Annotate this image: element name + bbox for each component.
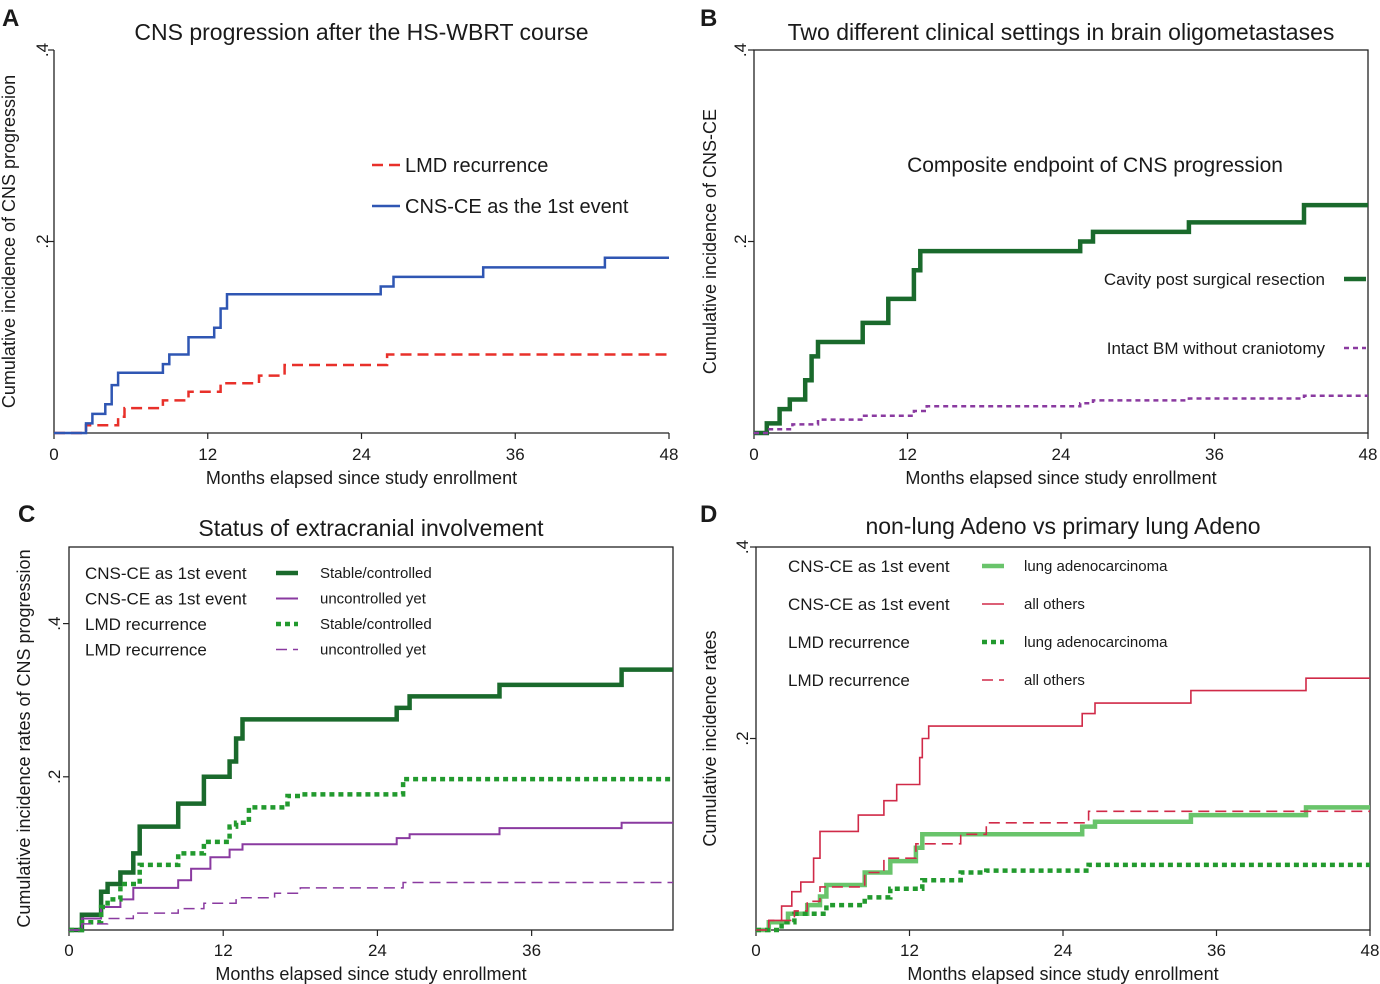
y-tick-label: .4: [733, 540, 752, 554]
y-tick-label: .2: [733, 731, 752, 745]
x-tick-label: 12: [198, 445, 217, 464]
x-tick-label: 24: [368, 941, 387, 960]
legend-label: CNS-CE as the 1st event: [405, 196, 629, 218]
x-tick-label: 24: [352, 445, 371, 464]
y-tick-label: .4: [45, 617, 64, 631]
legend-label: LMD recurrence: [405, 155, 548, 177]
y-axis-label: Cumulative incidence of CNS-CE: [700, 109, 720, 374]
x-tick-label: 24: [1052, 445, 1071, 464]
series-line: [69, 881, 673, 931]
series-line: [754, 202, 1368, 436]
series-line: [54, 353, 669, 435]
series-line: [54, 256, 669, 435]
panel-label: A: [2, 5, 19, 32]
x-tick-label: 36: [1207, 941, 1226, 960]
x-tick-label: 48: [1361, 941, 1380, 960]
x-tick-label: 0: [751, 941, 760, 960]
x-axis-label: Months elapsed since study enrollment: [905, 468, 1216, 488]
x-tick-label: 48: [1359, 445, 1378, 464]
y-tick-label: .4: [731, 43, 750, 57]
legend-label: Intact BM without craniotomy: [1107, 339, 1326, 358]
chart-title: non-lung Adeno vs primary lung Adeno: [865, 513, 1260, 539]
legend-label: CNS-CE as 1st event: [788, 557, 950, 576]
series-line: [754, 394, 1368, 435]
x-tick-label: 0: [49, 445, 58, 464]
x-tick-label: 0: [749, 445, 758, 464]
y-axis-label: Cumulative incidence rates of CNS progre…: [14, 549, 34, 927]
x-axis-label: Months elapsed since study enrollment: [907, 964, 1218, 984]
x-tick-label: 12: [214, 941, 233, 960]
y-tick-label: .2: [731, 234, 750, 248]
x-tick-label: 36: [1205, 445, 1224, 464]
x-tick-label: 0: [64, 941, 73, 960]
chart-title: Status of extracranial involvement: [198, 515, 544, 541]
panel-label: D: [700, 501, 717, 528]
y-tick-label: .4: [33, 43, 52, 57]
panel-D: [750, 546, 1371, 936]
legend-status: uncontrolled yet: [320, 642, 427, 659]
y-tick-label: .2: [33, 234, 52, 248]
legend-status: Stable/controlled: [320, 616, 432, 633]
legend-status: all others: [1024, 596, 1085, 613]
y-tick-label: .2: [45, 770, 64, 784]
legend-status: lung adenocarcinoma: [1024, 558, 1168, 575]
x-tick-label: 24: [1054, 941, 1073, 960]
plot-frame-C: [68, 546, 674, 931]
x-tick-label: 48: [660, 445, 679, 464]
legend-status: Stable/controlled: [320, 565, 432, 582]
legend-label: CNS-CE as 1st event: [85, 564, 247, 583]
panel-C: [63, 546, 674, 936]
y-axis-label: Cumulative incidence of CNS progression: [0, 75, 19, 408]
y-axis-label: Cumulative incidence rates: [700, 630, 720, 846]
x-tick-label: 12: [900, 941, 919, 960]
legend-status: lung adenocarcinoma: [1024, 634, 1168, 651]
panel-A: [48, 49, 670, 439]
legend-label: Cavity post surgical resection: [1104, 270, 1325, 289]
x-tick-label: 36: [506, 445, 525, 464]
chart-title: Two different clinical settings in brain…: [788, 19, 1335, 45]
legend-status: uncontrolled yet: [320, 591, 427, 608]
plot-frame-B: [753, 49, 1369, 434]
series-line: [756, 805, 1370, 933]
x-axis-label: Months elapsed since study enrollment: [206, 468, 517, 488]
panel-B: [748, 49, 1369, 439]
series-line: [69, 821, 673, 931]
series-line: [756, 810, 1370, 931]
series-line: [69, 667, 673, 933]
chart-subtitle: Composite endpoint of CNS progression: [907, 154, 1283, 177]
legend-label: LMD recurrence: [788, 671, 910, 690]
chart-title: CNS progression after the HS-WBRT course: [134, 19, 588, 45]
x-tick-label: 36: [522, 941, 541, 960]
legend-label: LMD recurrence: [788, 633, 910, 652]
series-line: [69, 776, 673, 933]
series-line: [756, 862, 1370, 933]
panel-label: C: [18, 501, 35, 528]
series-line: [756, 677, 1370, 931]
legend-label: LMD recurrence: [85, 615, 207, 634]
x-tick-label: 12: [898, 445, 917, 464]
legend-status: all others: [1024, 672, 1085, 689]
legend-label: LMD recurrence: [85, 641, 207, 660]
legend-label: CNS-CE as 1st event: [85, 590, 247, 609]
x-axis-label: Months elapsed since study enrollment: [215, 964, 526, 984]
legend-label: CNS-CE as 1st event: [788, 595, 950, 614]
panel-label: B: [700, 5, 717, 32]
